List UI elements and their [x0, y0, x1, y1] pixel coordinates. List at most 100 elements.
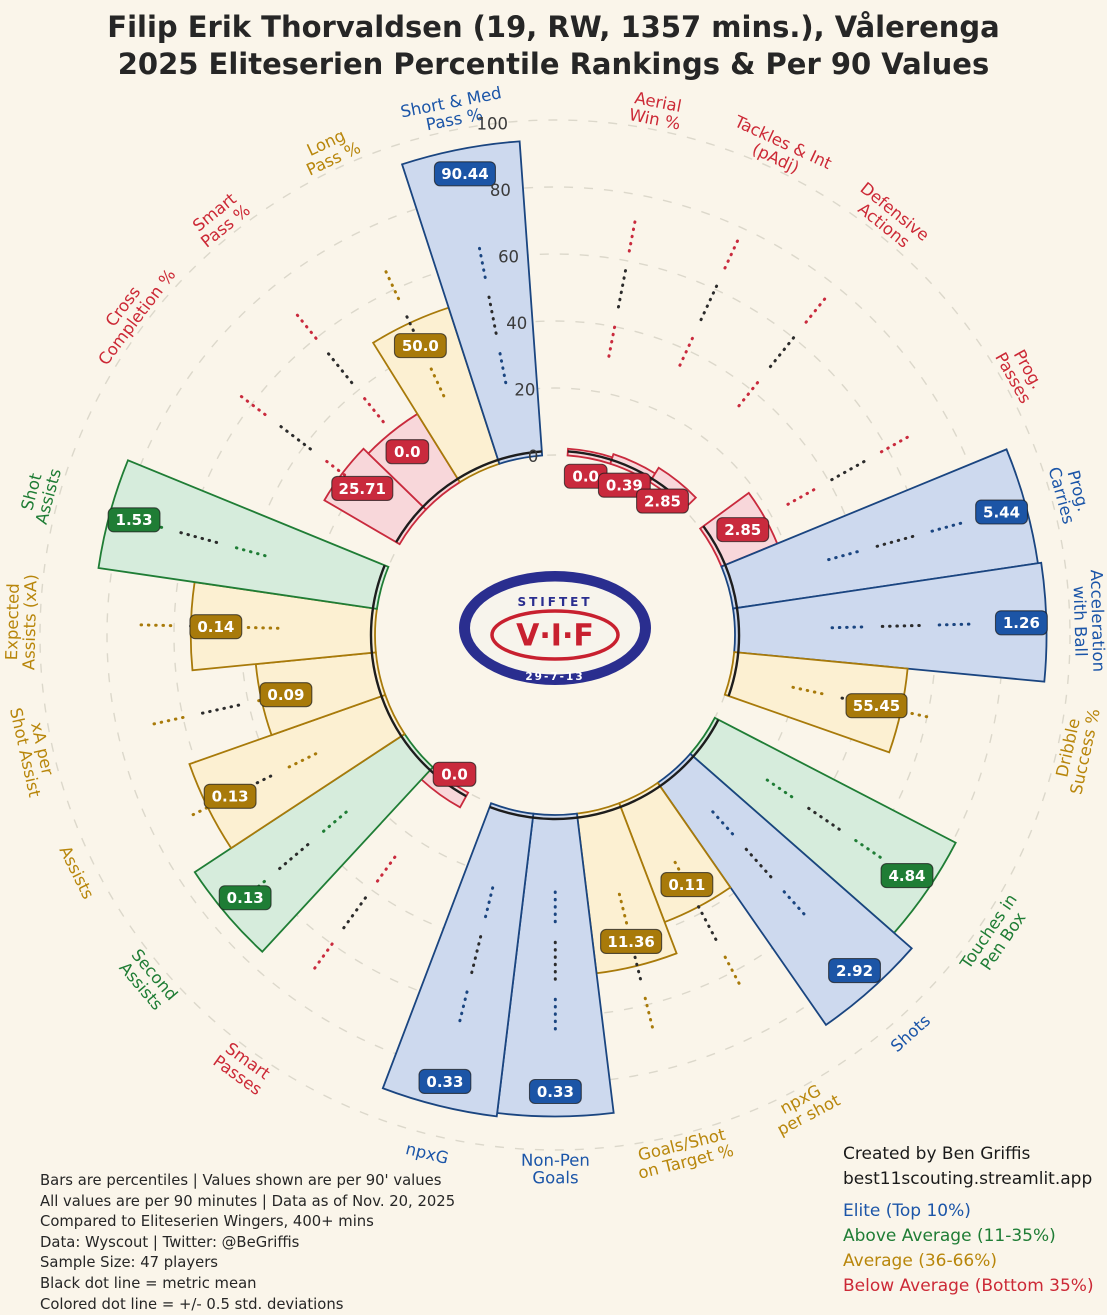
metric-label-defensive-actions: DefensiveActions	[846, 179, 933, 259]
stdev-dot-line-aerial-win	[609, 323, 615, 356]
logo-bottom-text: 29-7-13	[525, 671, 584, 683]
value-badge-xa-per-shot-assist: 0.09	[260, 683, 312, 707]
value-badge-shot-assists: 1.53	[108, 508, 160, 532]
svg-text:0.0: 0.0	[572, 468, 599, 486]
svg-text:11.36: 11.36	[607, 933, 654, 951]
svg-text:90.44: 90.44	[441, 165, 488, 183]
svg-text:0.33: 0.33	[426, 1073, 463, 1091]
mean-dot-line-prog-passes	[832, 460, 867, 480]
metric-label-xa-per-shot-assist: xA perShot Assist	[6, 702, 61, 799]
value-badge-non-pen-goals: 0.33	[529, 1079, 581, 1103]
value-badge-prog-passes: 2.85	[717, 518, 769, 542]
stdev-dot-line-aerial-win	[629, 218, 635, 251]
metric-label-cross-completion: CrossCompletion %	[80, 255, 179, 369]
footnotes-block: Bars are percentiles | Values shown are …	[40, 1171, 455, 1315]
stdev-dot-line-goals-shot-on-target	[645, 998, 653, 1031]
stdev-dot-line-defensive-actions	[806, 296, 827, 322]
value-badge-npxg-per-shot: 0.11	[661, 873, 713, 897]
metric-label-smart-pass: SmartPass %	[186, 187, 254, 251]
svg-text:0.33: 0.33	[537, 1083, 574, 1101]
mean-dot-line-xa-per-shot-assist	[199, 705, 238, 714]
value-badge-smart-passes: 0.0	[433, 762, 476, 786]
value-badge-cross-completion: 25.71	[332, 476, 393, 500]
metric-label-second-assists: SecondAssists	[114, 945, 181, 1015]
color-legend: Elite (Top 10%) Above Average (11-35%) A…	[843, 1199, 1094, 1299]
legend-average: Average (36-66%)	[843, 1249, 1094, 1274]
metric-label-prog-passes: Prog.Passes	[991, 341, 1050, 407]
stdev-dot-line-xa-per-shot-assist	[150, 717, 183, 724]
legend-below-average: Below Average (Bottom 35%)	[843, 1274, 1094, 1299]
stdev-dot-line-smart-pass	[362, 396, 383, 422]
metric-label-smart-passes: SmartPasses	[210, 1037, 276, 1099]
metric-label-long-pass: LongPass %	[296, 122, 363, 179]
footnote-line: Data: Wyscout | Twitter: @BeGriffis	[40, 1233, 455, 1254]
footnote-line: Sample Size: 47 players	[40, 1253, 455, 1274]
svg-text:0.13: 0.13	[212, 788, 249, 806]
svg-text:1.53: 1.53	[116, 511, 153, 529]
stdev-dot-line-npxg-per-shot	[725, 957, 741, 987]
stdev-dot-line-tackles-int-padj	[725, 238, 739, 268]
value-badge-npxg: 0.33	[419, 1069, 471, 1093]
legend-above-average: Above Average (11-35%)	[843, 1224, 1094, 1249]
mean-dot-line-tackles-int-padj	[701, 283, 718, 319]
value-badge-defensive-actions: 2.85	[637, 489, 689, 513]
stdev-dot-line-smart-passes	[375, 857, 395, 884]
credit-author: Created by Ben Griffis	[843, 1142, 1094, 1167]
mean-dot-line-cross-completion	[278, 425, 310, 449]
svg-text:55.45: 55.45	[853, 697, 900, 715]
metric-label-shot-assists: ShotAssists	[15, 462, 65, 526]
stdev-dot-line-long-pass	[384, 268, 398, 298]
axis-tick-100: 100	[476, 114, 508, 133]
svg-text:0.0: 0.0	[394, 443, 421, 461]
value-badge-shots: 2.92	[829, 959, 881, 983]
svg-text:0.0: 0.0	[441, 766, 468, 784]
mean-dot-line-aerial-win	[618, 268, 626, 307]
value-badge-short-med-pass: 90.44	[434, 162, 495, 186]
axis-tick-80: 80	[490, 181, 511, 200]
stdev-dot-line-tackles-int-padj	[680, 335, 694, 365]
svg-text:1.26: 1.26	[1003, 614, 1040, 632]
footnote-line: Compared to Eliteserien Wingers, 400+ mi…	[40, 1212, 455, 1233]
mean-dot-line-smart-passes	[342, 898, 366, 931]
value-badge-acceleration-with-ball: 1.26	[995, 611, 1047, 635]
svg-text:0.09: 0.09	[267, 686, 304, 704]
metric-label-goals-shot-on-target: Goals/Shoton Target %	[632, 1124, 736, 1183]
svg-text:2.92: 2.92	[836, 962, 873, 980]
value-badge-touches-in-pen-box: 4.84	[881, 864, 933, 888]
svg-text:0.13: 0.13	[227, 889, 264, 907]
mean-dot-line-npxg-per-shot	[699, 907, 718, 943]
stdev-dot-line-prog-passes	[881, 435, 910, 451]
value-badge-expected-assists-xa: 0.14	[190, 615, 242, 639]
logo-top-text: STIFTET	[517, 595, 592, 609]
value-badge-prog-carries: 5.44	[976, 500, 1028, 524]
metric-label-acceleration-with-ball: Accelerationwith Ball	[1069, 569, 1107, 672]
svg-text:4.84: 4.84	[888, 867, 925, 885]
mean-dot-line-smart-pass	[327, 351, 352, 382]
value-badge-long-pass: 50.0	[394, 334, 446, 358]
page-title-line2: 2025 Eliteserien Percentile Rankings & P…	[0, 47, 1107, 81]
value-badge-dribble-success: 55.45	[846, 694, 907, 718]
value-badge-goals-shot-on-target: 11.36	[601, 929, 662, 953]
footnote-line: Colored dot line = +/- 0.5 std. deviatio…	[40, 1295, 455, 1315]
legend-elite: Elite (Top 10%)	[843, 1199, 1094, 1224]
stdev-dot-line-smart-pass	[295, 312, 316, 338]
svg-text:50.0: 50.0	[402, 337, 439, 355]
svg-text:5.44: 5.44	[983, 503, 1020, 521]
metric-label-npxg: npxG	[404, 1139, 451, 1168]
axis-tick-40: 40	[506, 314, 527, 333]
value-badge-smart-pass: 0.0	[386, 440, 429, 464]
stdev-dot-line-expected-assists-xa	[137, 625, 170, 626]
mean-dot-line-defensive-actions	[770, 335, 795, 366]
svg-text:0.14: 0.14	[197, 618, 234, 636]
metric-label-prog-carries: Prog.Carries	[1044, 460, 1095, 526]
stdev-dot-line-prog-passes	[788, 488, 817, 504]
stdev-dot-line-smart-passes	[313, 944, 333, 971]
page-title-line1: Filip Erik Thorvaldsen (19, RW, 1357 min…	[0, 10, 1107, 44]
svg-text:25.71: 25.71	[339, 480, 386, 498]
value-badge-assists: 0.13	[204, 784, 256, 808]
stdev-dot-line-defensive-actions	[739, 380, 760, 406]
